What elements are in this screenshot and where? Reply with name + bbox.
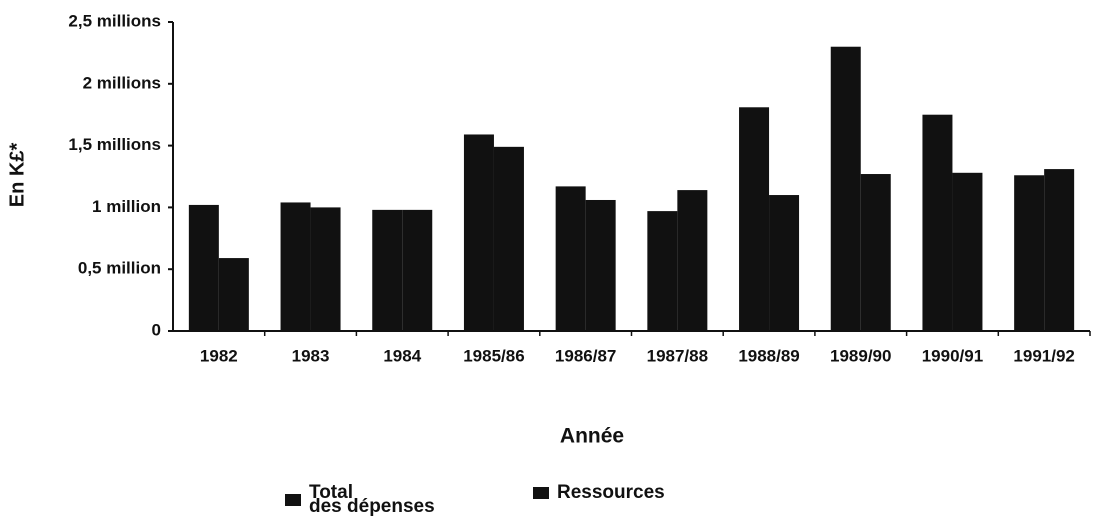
y-tick-label: 0 — [152, 320, 161, 339]
x-tick-label: 1985/86 — [463, 346, 524, 365]
bar — [188, 204, 219, 331]
bar — [463, 134, 494, 331]
x-tick-label: 1989/90 — [830, 346, 891, 365]
x-tick-label: 1986/87 — [555, 346, 616, 365]
bar — [952, 172, 983, 331]
bar — [677, 190, 708, 331]
bar — [769, 195, 800, 331]
bar — [402, 209, 433, 331]
y-tick-label: 1,5 millions — [68, 135, 161, 154]
x-tick-label: 1983 — [292, 346, 330, 365]
legend-item: Ressources — [533, 482, 665, 503]
bar — [860, 174, 891, 331]
legend-item: Total des dépenses — [285, 482, 435, 517]
bar — [1044, 169, 1075, 331]
x-tick-label: 1984 — [383, 346, 421, 365]
bar — [739, 107, 770, 331]
y-tick-label: 0,5 million — [78, 259, 161, 278]
bar — [830, 46, 861, 331]
bar — [493, 146, 524, 331]
y-axis-label: En K£* — [6, 143, 28, 208]
legend-swatch — [533, 487, 549, 499]
bar — [1014, 175, 1045, 331]
x-tick-label: 1982 — [200, 346, 238, 365]
bar — [218, 258, 249, 331]
x-tick-label: 1991/92 — [1013, 346, 1074, 365]
bar — [922, 114, 953, 331]
x-tick-label: 1987/88 — [647, 346, 708, 365]
y-tick-label: 2,5 millions — [68, 11, 161, 30]
x-axis-label: Année — [560, 425, 624, 448]
bar — [372, 209, 403, 331]
x-tick-label: 1990/91 — [922, 346, 983, 365]
x-tick-label: 1988/89 — [738, 346, 799, 365]
bar — [310, 207, 341, 331]
bar — [555, 186, 586, 331]
legend-swatch — [285, 494, 301, 506]
bar — [585, 199, 616, 331]
legend-label: Ressources — [557, 482, 665, 503]
legend-label: Total des dépenses — [309, 482, 435, 517]
bar — [647, 211, 678, 331]
y-tick-label: 1 million — [92, 197, 161, 216]
y-tick-label: 2 millions — [83, 73, 161, 92]
bar — [280, 202, 311, 331]
